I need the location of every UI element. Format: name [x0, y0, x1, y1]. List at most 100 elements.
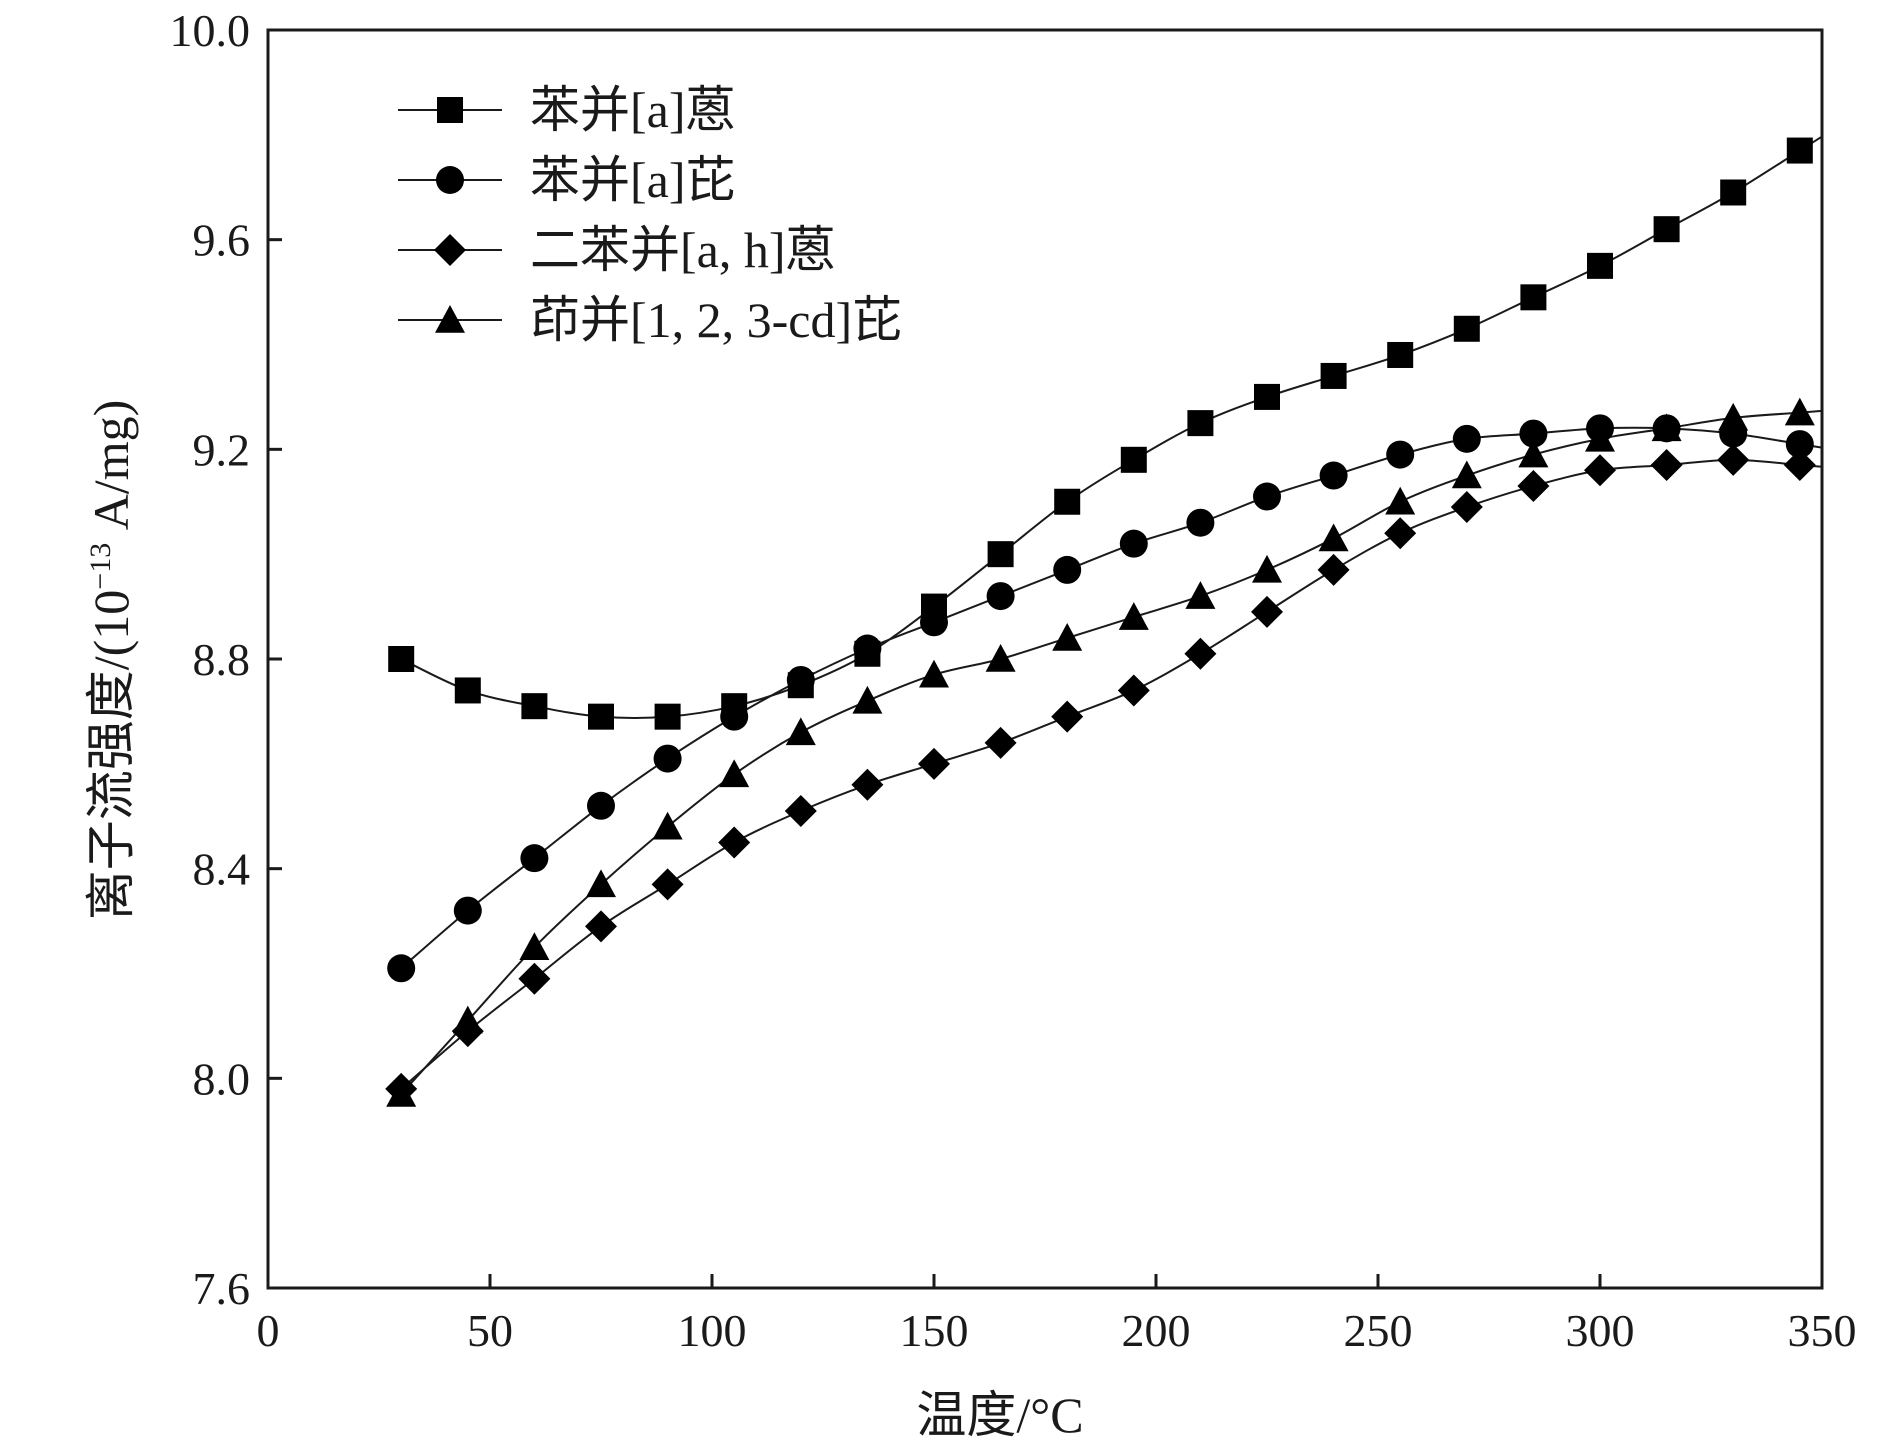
y-axis-title-main: 离子流强度/(10	[83, 590, 139, 921]
series-4-point	[652, 811, 683, 840]
series-3-point	[1051, 700, 1084, 733]
series-1-point	[1320, 362, 1347, 389]
plot-border	[266, 28, 1824, 1290]
series-2-point	[1785, 430, 1814, 459]
series-2-point	[653, 744, 682, 773]
series-2-point	[1519, 419, 1548, 448]
series-2-point	[1452, 424, 1481, 453]
series-4-point	[1118, 602, 1149, 630]
series-4-point	[985, 644, 1016, 672]
series-3-point	[1584, 454, 1616, 487]
series-2-point	[387, 954, 416, 983]
series-line-3	[400, 458, 1823, 1090]
y-tick-label: 8.4	[193, 844, 251, 895]
series-3-point	[1450, 490, 1483, 523]
x-tick-label: 200	[1122, 1305, 1191, 1356]
x-tick-label: 300	[1566, 1305, 1635, 1356]
series-3-point	[1783, 449, 1816, 482]
series-3-point	[1184, 637, 1217, 670]
series-3-point	[518, 962, 551, 995]
x-axis-title: 温度/°C	[916, 1387, 1083, 1442]
series-4-point	[1252, 554, 1282, 583]
series-3-point	[1251, 595, 1283, 628]
series-2-point	[786, 665, 815, 694]
plot-frame	[266, 28, 1824, 1290]
series-4-point	[1518, 439, 1549, 468]
legend-marker	[434, 234, 466, 266]
series-line-2	[400, 426, 1823, 970]
series-1-point	[1120, 446, 1147, 473]
series-3-point	[1650, 449, 1683, 482]
series-1-point	[454, 677, 481, 704]
legend-label: 茚并[1, 2, 3-cd]芘	[530, 292, 902, 348]
series-lines	[400, 135, 1823, 1095]
series-4-point	[1651, 413, 1682, 442]
series-4-point	[919, 659, 949, 688]
legend-marker	[435, 305, 465, 333]
series-1-point	[1653, 216, 1680, 243]
series-3-point	[651, 868, 684, 901]
series-3-point	[1517, 470, 1550, 503]
series-4-point	[1784, 397, 1815, 426]
series-2-point	[520, 844, 549, 873]
legend-label: 苯并[a]芘	[530, 152, 736, 208]
series-1-point	[1520, 284, 1547, 311]
series-3-point	[1117, 674, 1150, 707]
series-1-point	[521, 693, 548, 720]
series-2-point	[1119, 529, 1148, 558]
series-1-point	[1387, 341, 1414, 368]
series-1-point	[1254, 383, 1280, 410]
series-1-point	[1054, 488, 1081, 515]
series-4-point	[452, 1005, 483, 1034]
series-1-point	[1720, 179, 1747, 206]
series-3-point	[1717, 443, 1750, 476]
series-2-point	[986, 582, 1015, 611]
series-4-point	[1185, 581, 1216, 609]
series-3-point	[784, 795, 817, 828]
y-axis-title: 离子流强度/(10−13 A/mg)	[83, 400, 139, 921]
y-axis-title-superscript: −13	[84, 543, 117, 590]
series-2-point	[1053, 555, 1082, 584]
y-tick-label: 9.6	[193, 215, 251, 266]
series-4-point	[1585, 423, 1615, 452]
series-4-point	[386, 1079, 417, 1107]
y-tick-label: 8.0	[193, 1053, 251, 1104]
series-2-point	[453, 896, 482, 925]
series-line-4	[400, 409, 1823, 1095]
y-tick-label: 7.6	[193, 1263, 251, 1314]
series-3-point	[1384, 517, 1417, 550]
series-2-point	[720, 702, 749, 731]
legend-label: 苯并[a]蒽	[530, 82, 736, 138]
x-tick-label: 150	[900, 1305, 969, 1356]
series-4-point	[1318, 523, 1349, 552]
series-1-point	[987, 541, 1014, 568]
series-4-point	[586, 869, 616, 898]
series-3-point	[585, 910, 617, 943]
y-axis-title-suffix: A/mg)	[83, 400, 139, 543]
series-3-point	[918, 747, 950, 780]
series-4-point	[719, 759, 750, 788]
series-4-point	[1718, 402, 1749, 431]
x-tick-label: 50	[467, 1305, 513, 1356]
series-1-point	[654, 703, 681, 730]
series-3-point	[851, 768, 884, 801]
series-1-point	[1187, 410, 1214, 437]
series-3-point	[718, 826, 751, 859]
series-4-point	[519, 932, 550, 961]
x-tick-label: 250	[1344, 1305, 1413, 1356]
series-2-point	[1386, 440, 1415, 469]
y-tick-label: 8.8	[193, 634, 251, 685]
x-tick-label: 100	[678, 1305, 747, 1356]
series-4-point	[1052, 623, 1083, 651]
series-2-point	[1186, 508, 1215, 537]
series-4-point	[852, 685, 883, 714]
legend-marker	[437, 97, 463, 123]
series-1-point	[1587, 252, 1613, 279]
legend-label: 二苯并[a, h]蒽	[530, 222, 836, 278]
legend-marker	[436, 166, 464, 194]
series-1-point	[388, 646, 415, 672]
x-tick-label: 350	[1788, 1305, 1857, 1356]
series-1-point	[1453, 315, 1480, 342]
series-markers	[385, 137, 1816, 1107]
